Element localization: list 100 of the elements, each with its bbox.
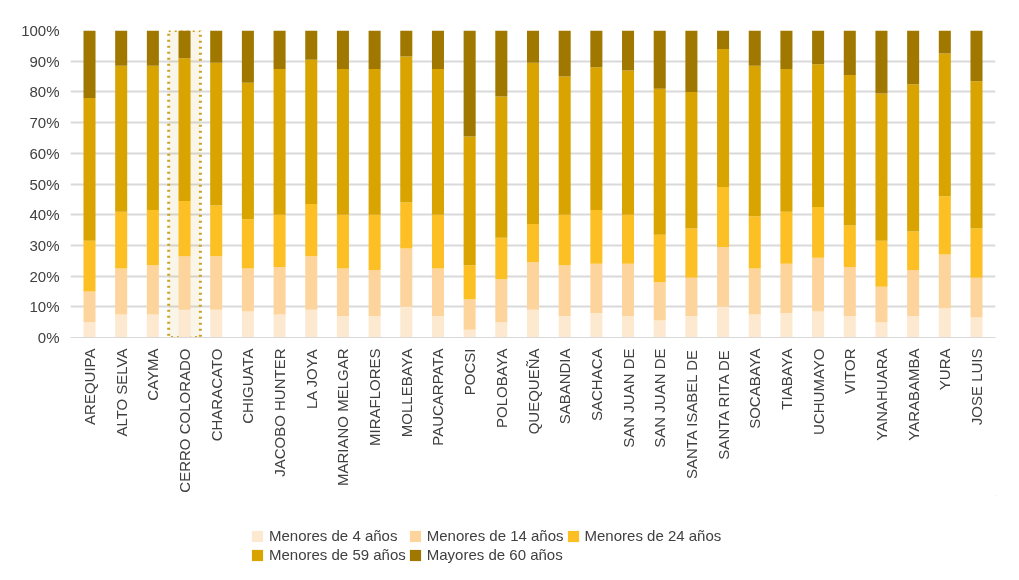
bar — [907, 84, 920, 232]
bar — [241, 311, 254, 338]
bar — [938, 196, 951, 255]
bar — [431, 316, 444, 338]
bar — [907, 269, 920, 317]
bar — [336, 316, 349, 338]
bar — [748, 268, 761, 315]
bar — [495, 322, 508, 338]
x-tick-label: TIABAYA — [777, 348, 795, 410]
bar — [336, 268, 349, 317]
bar — [495, 237, 508, 280]
bar — [938, 308, 951, 338]
legend-label: Menores de 59 años — [269, 546, 406, 563]
bar — [622, 70, 635, 215]
bar — [685, 30, 698, 92]
bar — [558, 76, 571, 215]
bar — [368, 214, 381, 270]
bar — [273, 30, 286, 69]
bar — [178, 58, 191, 201]
x-tick-label: SOCABAYA — [746, 348, 764, 429]
bar — [210, 205, 223, 257]
bar — [717, 246, 730, 307]
bar — [241, 30, 254, 83]
bar — [590, 312, 603, 338]
x-tick-label: LA JOYA — [302, 349, 320, 410]
x-tick-label: POCSI — [461, 348, 479, 396]
bar — [780, 211, 793, 264]
x-tick-label: CERRO COLORADO — [176, 348, 194, 493]
bar — [653, 282, 666, 321]
bar — [812, 311, 825, 338]
bar — [970, 228, 983, 278]
bar — [653, 88, 666, 235]
bar — [653, 234, 666, 283]
bar — [843, 75, 856, 226]
x-tick-label: YURA — [936, 348, 954, 391]
x-tick-label: PAUCARPATA — [429, 348, 447, 446]
bar — [970, 277, 983, 318]
bar — [938, 254, 951, 309]
bar — [970, 30, 983, 82]
bar — [812, 257, 825, 312]
bar — [685, 316, 698, 338]
bar — [717, 30, 730, 49]
bar — [558, 265, 571, 317]
bar — [273, 266, 286, 315]
x-tick-label: YARABAMBA — [904, 348, 922, 441]
bar — [685, 228, 698, 278]
bar — [210, 30, 223, 63]
legend-label: Mayores de 60 años — [426, 546, 563, 563]
bar — [431, 268, 444, 317]
bar — [748, 65, 761, 217]
x-tick-label: CHIGUATA — [239, 348, 257, 424]
bar — [717, 48, 730, 188]
bar — [241, 268, 254, 312]
bar — [875, 93, 888, 241]
bar — [622, 30, 635, 71]
bar — [400, 56, 413, 203]
bar — [780, 263, 793, 313]
bar — [368, 68, 381, 215]
bar — [526, 30, 540, 63]
bar — [526, 309, 540, 338]
x-tick-label: SAN JUAN DE — [651, 348, 669, 448]
bar — [83, 322, 96, 338]
x-tick-label: JOSE LUIS — [967, 348, 985, 426]
x-tick-label: YANAHUARA — [872, 348, 890, 441]
bar — [115, 314, 128, 338]
bar — [146, 65, 159, 211]
y-tick-label: 30% — [29, 236, 60, 254]
legend-label: Menores de 24 años — [584, 527, 722, 544]
y-tick-label: 90% — [29, 52, 60, 70]
bar — [146, 314, 159, 338]
bar — [336, 68, 349, 215]
bar — [210, 309, 223, 338]
bar — [115, 65, 128, 212]
bar — [146, 210, 159, 266]
bar — [526, 62, 540, 224]
bar — [368, 316, 381, 338]
bar — [875, 30, 888, 94]
legend-label: Menores de 4 años — [269, 527, 398, 544]
bar — [970, 317, 983, 338]
bar — [907, 316, 920, 338]
bar — [431, 68, 444, 215]
bar — [400, 248, 413, 307]
bar — [83, 240, 96, 292]
bar — [843, 30, 856, 76]
bar — [780, 30, 793, 69]
bar — [938, 30, 951, 54]
bar — [907, 30, 920, 85]
bar — [685, 277, 698, 317]
bar — [463, 329, 476, 338]
bar — [178, 309, 191, 338]
x-tick-label: SANTA RITA DE — [714, 350, 732, 460]
y-tick-label: 20% — [29, 267, 60, 285]
bar — [146, 265, 159, 315]
bar — [273, 314, 286, 338]
bar — [812, 30, 825, 65]
bar — [875, 240, 888, 287]
bar — [83, 98, 96, 241]
bar — [273, 68, 286, 215]
bar — [748, 30, 761, 66]
bar — [273, 214, 286, 267]
